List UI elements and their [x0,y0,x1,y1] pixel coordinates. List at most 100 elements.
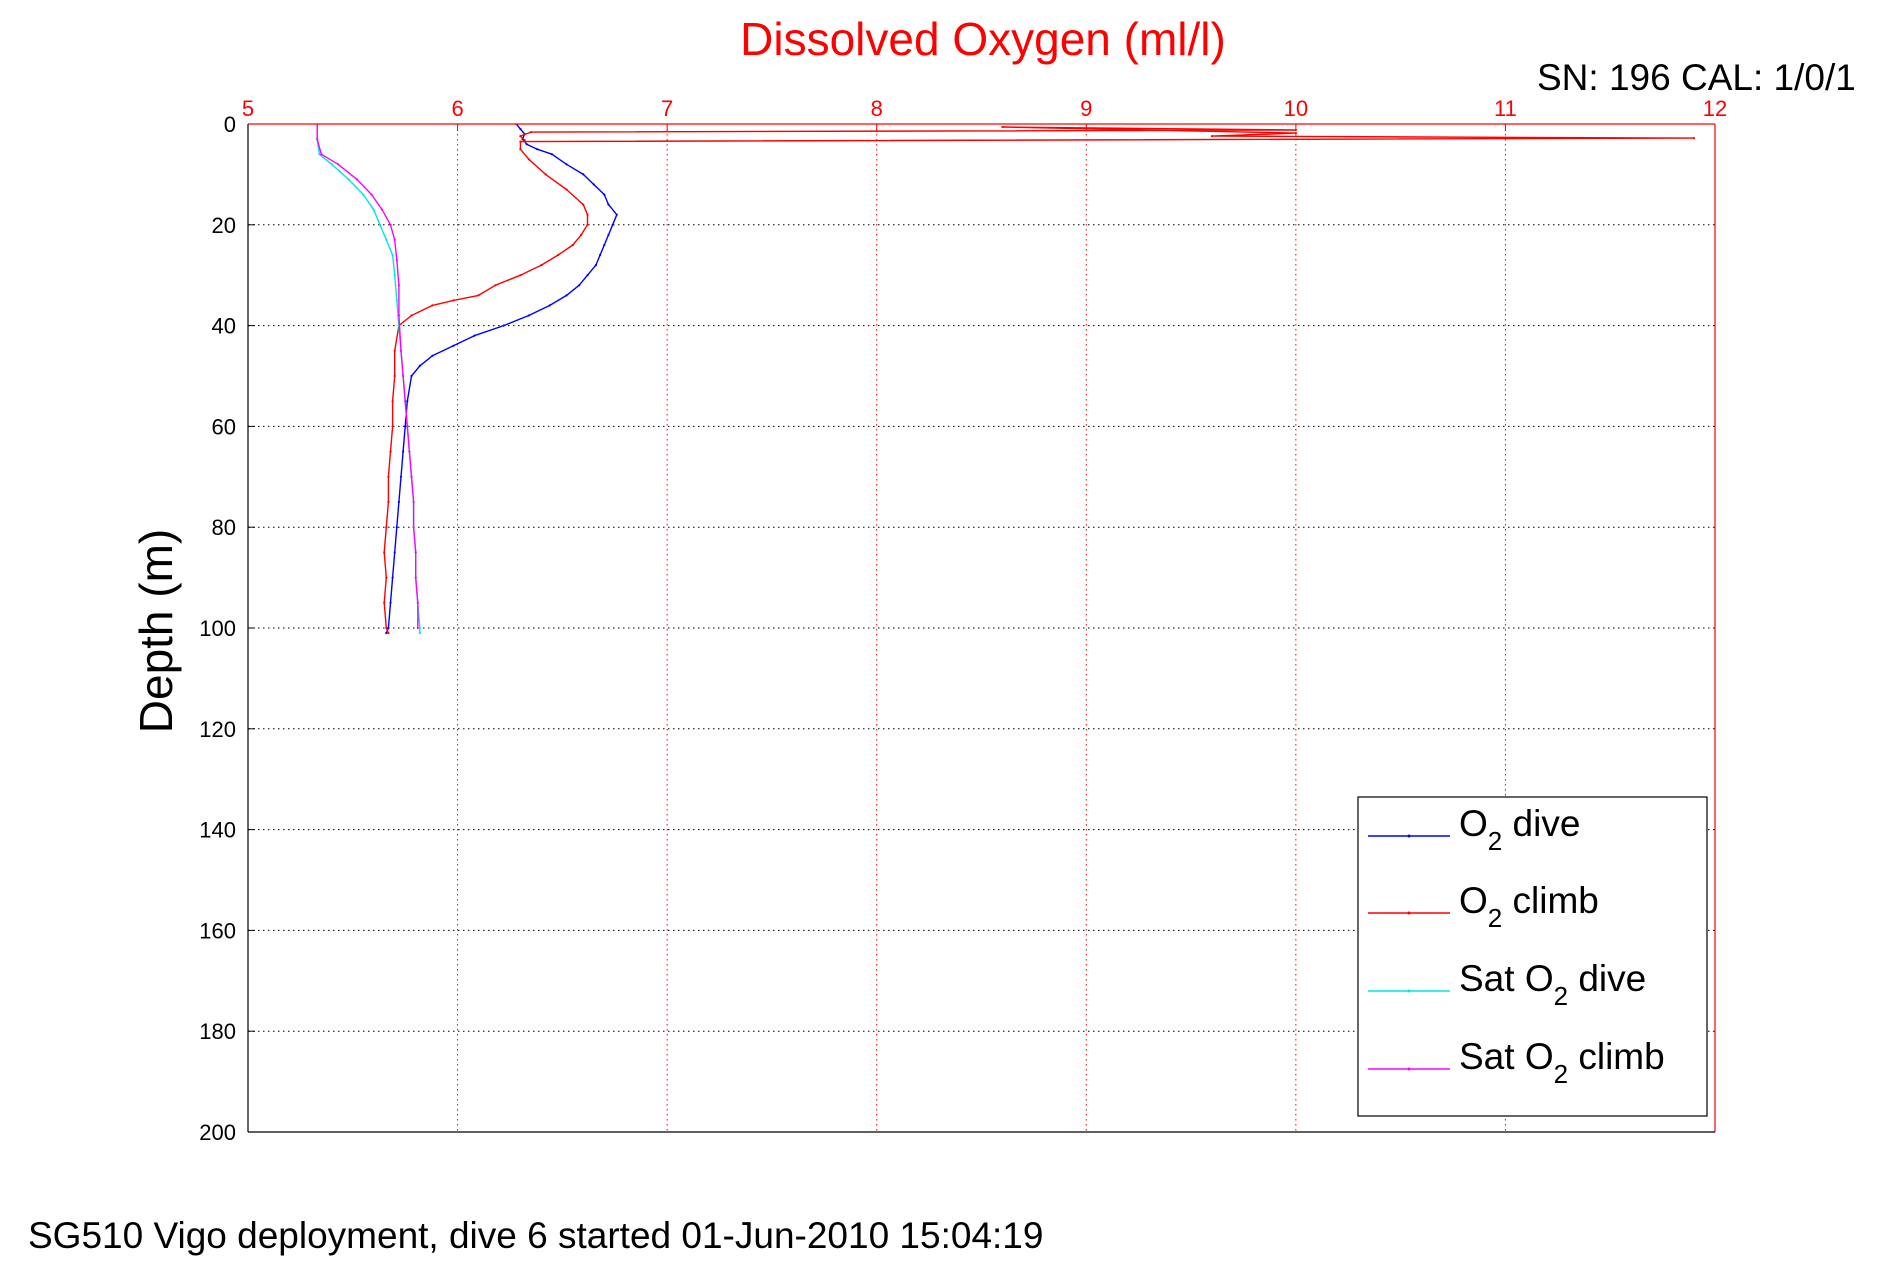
series-line-o2-climb-point [383,601,386,604]
x-tick-label: 6 [451,96,463,121]
series-line-o2-climb-point [527,158,530,161]
series-line-o2-climb-point [529,131,533,134]
series-line-o2-climb-point [519,140,522,143]
series-line-o2-climb-point [1692,137,1696,140]
series-line-sat-o2-climb-point [414,551,417,554]
series-line-o2-dive-point [404,425,407,428]
series-line-o2-climb-point [586,213,589,216]
legend: O2 dive O2 climb Sat O2 dive Sat O2 climb [1357,796,1708,1117]
series-line-o2-dive-point [393,551,396,554]
series-line-o2-dive-point [548,304,551,307]
series-line-o2-climb-point [540,264,543,267]
series-line-sat-o2-dive-point [318,153,321,156]
series-line-sat-o2-climb-point [397,284,400,287]
series-line-sat-o2-climb-point [393,238,396,241]
series-line-o2-climb-point [519,135,522,138]
x-axis-ticks: 5 6 7 8 9 10 11 12 [242,96,1727,131]
series-line-sat-o2-climb-point [395,259,398,262]
series-line-o2-climb-point [387,475,390,478]
series-line-o2-climb-point [582,203,585,206]
legend-entry-o2-climb-label: O2 climb [1459,880,1599,933]
series-line-o2-climb-point [385,576,388,579]
series-line-o2-climb-point [586,223,589,226]
series-line-sat-o2-dive [316,124,421,633]
series-line-sat-o2-climb-point [399,349,403,352]
series-line-o2-dive-point [615,213,618,216]
x-tick-label: 5 [242,96,254,121]
series-line-o2-climb-point [477,294,480,297]
series-line-sat-o2-dive-point [391,253,394,257]
series-line-o2-dive-point [502,324,505,327]
series-line-o2-dive-point [582,173,585,176]
x-tick-label: 9 [1080,96,1092,121]
series-line-sat-o2-climb [316,124,419,628]
series-line-o2-dive [385,124,618,634]
series-line-sat-o2-climb-point [397,314,400,317]
legend-entry-sat-o2-climb-label: Sat O2 climb [1459,1036,1665,1089]
series-line-o2-dive-point [473,334,476,337]
series-line-o2-climb-point [393,374,396,378]
series-line-o2-dive-point [565,163,568,166]
series-line-sat-o2-climb-point [337,163,340,166]
legend-entry-o2-dive-label: O2 dive [1459,803,1580,856]
series-line-o2-climb-point [389,450,392,453]
y-axis-label: Depth (m) [130,529,182,733]
series-line-sat-o2-climb-point [402,374,405,378]
series-line-o2-dive-point [519,127,522,131]
series-line-o2-climb-point [544,173,547,176]
series-line-o2-dive-point [527,314,530,317]
y-tick-label: 120 [199,717,236,742]
series-line-o2-climb-point [571,243,574,247]
series-line-o2-climb-point [387,631,390,635]
series-line-o2-dive-point [586,274,589,277]
y-tick-label: 160 [199,918,236,943]
calibration-label: SN: 196 CAL: 1/0/1 [1537,57,1856,98]
series-line-o2-dive-point [410,374,413,378]
series-line-sat-o2-dive-point [385,238,388,241]
series-line-o2-climb-point [580,233,583,236]
series-line-o2-dive-point [452,344,455,347]
footer-caption: SG510 Vigo deployment, dive 6 started 01… [28,1215,1043,1256]
series-line-sat-o2-dive-point [372,208,375,211]
x-tick-label: 7 [661,96,673,121]
series-line-o2-climb-point [410,314,413,317]
series-line-sat-o2-climb-point [408,450,411,453]
series-line-sat-o2-dive-point [418,631,421,635]
series-line-o2-climb-point [385,526,388,529]
legend-entry-sat-o2-dive-label: Sat O2 dive [1459,958,1646,1011]
series-line-sat-o2-climb-point [370,193,373,196]
series-line-o2-dive-point [578,284,581,287]
series-line-o2-climb-point [494,284,497,287]
series-line-o2-dive-point [607,203,610,206]
series-lines [316,124,1696,635]
series-line-sat-o2-climb-point [389,223,392,226]
series-line-o2-dive-point [399,475,403,478]
y-tick-label: 20 [212,213,236,238]
series-line-o2-dive-point [389,601,392,604]
series-line-sat-o2-dive-point [330,163,333,166]
legend-box [1357,796,1708,1117]
series-line-o2-climb-point [391,425,394,428]
series-line-o2-climb-point [391,400,394,403]
legend-entry-sat-o2-dive-marker [1407,989,1411,993]
series-line-o2-climb-point [385,626,388,630]
series-line-o2-dive-point [607,233,610,236]
series-line-o2-dive-point [418,364,421,367]
series-line-sat-o2-climb-point [412,526,415,529]
y-tick-label: 140 [199,818,236,843]
series-line-sat-o2-climb-point [416,601,419,604]
y-tick-label: 80 [212,515,236,540]
series-line-sat-o2-dive-point [393,274,396,277]
series-line-o2-climb [383,126,1695,634]
series-line-o2-climb-point [393,349,396,352]
y-tick-label: 0 [224,112,236,137]
series-line-o2-climb-point [565,188,568,191]
series-line-o2-climb-point [1210,135,1214,138]
series-line-sat-o2-climb-point [355,178,359,181]
series-line-o2-climb-point [1294,128,1297,132]
series-line-sat-o2-climb-point [412,500,415,504]
y-axis-ticks: 0 20 40 60 80 100 120 140 160 180 200 [199,112,255,1145]
y-tick-label: 40 [212,314,236,339]
series-line-o2-climb-point [519,148,522,151]
